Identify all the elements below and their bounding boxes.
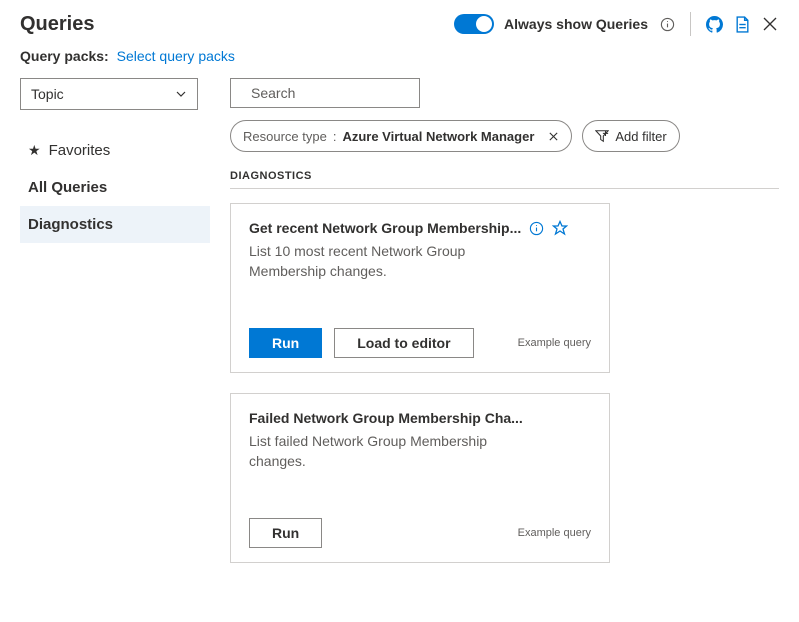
- header-actions: Always show Queries: [454, 12, 779, 36]
- info-icon[interactable]: [658, 15, 676, 33]
- example-query-tag: Example query: [518, 337, 591, 349]
- card-title: Get recent Network Group Membership...: [249, 220, 521, 236]
- star-icon: ★: [28, 142, 41, 159]
- search-box[interactable]: [230, 78, 420, 108]
- sidebar-item-label: All Queries: [28, 179, 107, 196]
- card-footer: Run Load to editor Example query: [249, 310, 591, 358]
- run-button[interactable]: Run: [249, 328, 322, 358]
- always-show-label: Always show Queries: [504, 16, 648, 32]
- sidebar-item-all-queries[interactable]: All Queries: [20, 169, 210, 206]
- sidebar: Topic ★ Favorites All Queries Diagnostic…: [20, 78, 210, 583]
- filter-value: Azure Virtual Network Manager: [342, 129, 534, 144]
- chevron-down-icon: [175, 88, 187, 100]
- filter-remove-icon[interactable]: [548, 131, 559, 142]
- always-show-toggle[interactable]: [454, 14, 494, 34]
- filter-icon: [595, 129, 609, 143]
- add-filter-label: Add filter: [615, 129, 666, 144]
- filter-pill-resource-type[interactable]: Resource type : Azure Virtual Network Ma…: [230, 120, 572, 152]
- favorite-icon[interactable]: [552, 220, 568, 236]
- topic-select-label: Topic: [31, 86, 64, 102]
- topic-select[interactable]: Topic: [20, 78, 198, 110]
- card-header: Failed Network Group Membership Cha...: [249, 410, 591, 426]
- run-button[interactable]: Run: [249, 518, 322, 548]
- info-icon[interactable]: [529, 221, 544, 236]
- filter-colon: :: [333, 129, 337, 144]
- content: Resource type : Azure Virtual Network Ma…: [210, 78, 779, 583]
- query-card: Failed Network Group Membership Cha... L…: [230, 393, 610, 563]
- sidebar-item-favorites[interactable]: ★ Favorites: [20, 132, 210, 169]
- card-description: List failed Network Group Membership cha…: [249, 432, 509, 471]
- card-description: List 10 most recent Network Group Member…: [249, 242, 509, 281]
- sidebar-item-label: Favorites: [49, 142, 111, 159]
- close-icon[interactable]: [761, 15, 779, 33]
- card-title: Failed Network Group Membership Cha...: [249, 410, 523, 426]
- page-title: Queries: [20, 13, 94, 36]
- filter-label: Resource type: [243, 129, 327, 144]
- search-input[interactable]: [249, 84, 434, 102]
- query-packs-label: Query packs:: [20, 48, 109, 64]
- select-query-packs-link[interactable]: Select query packs: [117, 48, 235, 64]
- document-icon[interactable]: [733, 15, 751, 33]
- github-icon[interactable]: [705, 15, 723, 33]
- sidebar-item-label: Diagnostics: [28, 216, 113, 233]
- main: Topic ★ Favorites All Queries Diagnostic…: [0, 78, 799, 583]
- header: Queries Always show Queries: [0, 0, 799, 44]
- load-to-editor-button[interactable]: Load to editor: [334, 328, 473, 358]
- add-filter-button[interactable]: Add filter: [582, 120, 679, 152]
- card-footer: Run Example query: [249, 500, 591, 548]
- query-packs-row: Query packs: Select query packs: [0, 44, 799, 78]
- section-heading: DIAGNOSTICS: [230, 170, 779, 189]
- example-query-tag: Example query: [518, 527, 591, 539]
- query-card: Get recent Network Group Membership... L…: [230, 203, 610, 373]
- filter-row: Resource type : Azure Virtual Network Ma…: [230, 120, 779, 152]
- card-header: Get recent Network Group Membership...: [249, 220, 591, 236]
- divider: [690, 12, 691, 36]
- sidebar-item-diagnostics[interactable]: Diagnostics: [20, 206, 210, 243]
